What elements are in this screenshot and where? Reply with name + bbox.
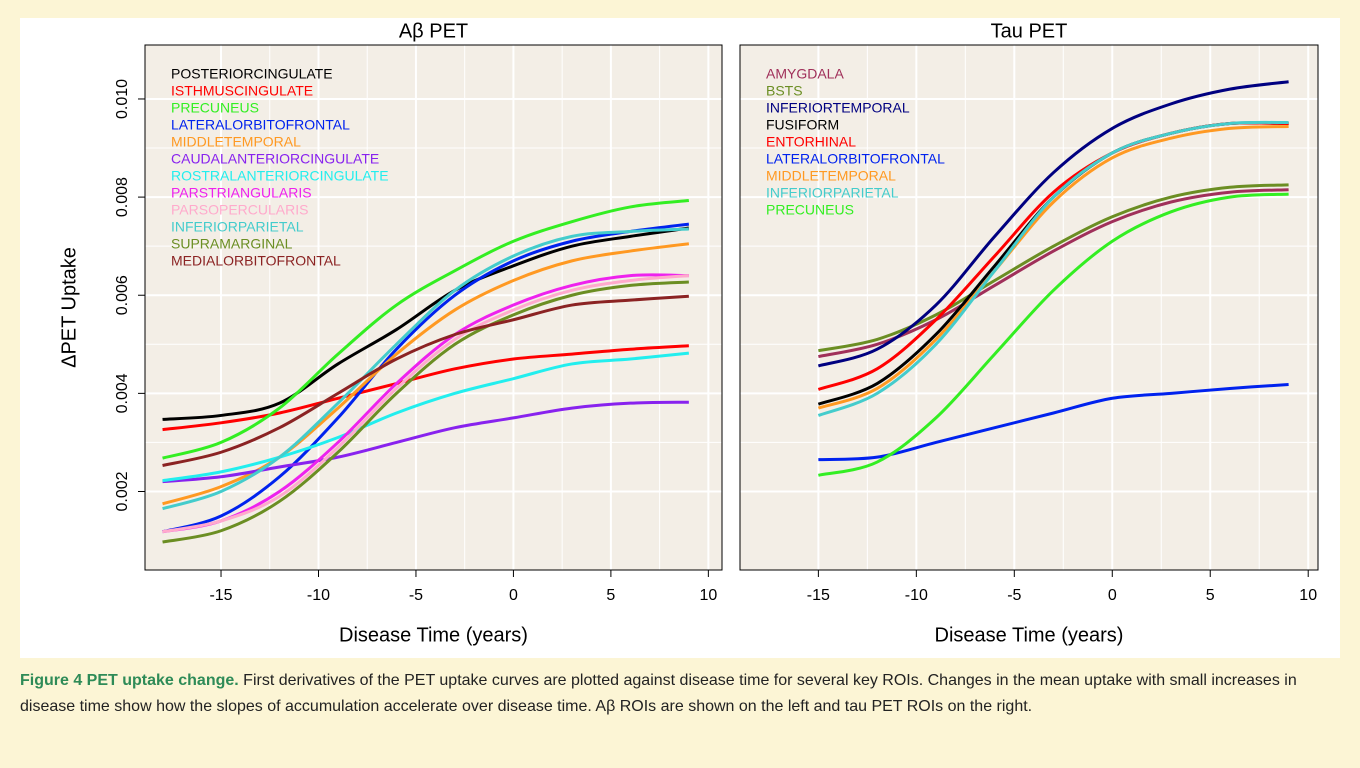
- legend-entry: PRECUNEUS: [766, 202, 854, 218]
- series-line: [162, 400, 689, 484]
- plot-frame: [144, 44, 723, 571]
- legend-entry: LATERALORBITOFRONTAL: [171, 117, 350, 133]
- y-tick-label: 0.010: [114, 79, 131, 119]
- legend-entry: BSTS: [766, 83, 803, 99]
- series-line: [817, 124, 1289, 410]
- legend-entry: PARSTRIANGULARIS: [171, 185, 312, 201]
- series-line: [818, 192, 1289, 477]
- series-line: [162, 351, 690, 483]
- x-tick-label: 10: [1299, 587, 1317, 604]
- caption-label: Figure 4 PET uptake change.: [20, 672, 239, 689]
- legend-entry: SUPRAMARGINAL: [171, 236, 293, 252]
- legend-entry: AMYGDALA: [766, 66, 844, 82]
- legend-entry: ISTHMUSCINGULATE: [171, 83, 313, 99]
- x-axis-label: Disease Time (years): [935, 624, 1124, 646]
- legend-entry: MIDDLETEMPORAL: [766, 168, 896, 184]
- y-tick-label: 0.008: [114, 177, 131, 217]
- series-line: [162, 222, 690, 534]
- series-line: [817, 120, 1289, 417]
- plot-background: [740, 45, 1318, 570]
- series-line: [162, 280, 689, 544]
- series-line: [818, 383, 1289, 462]
- series-line: [818, 183, 1289, 353]
- legend-entry: FUSIFORM: [766, 117, 839, 133]
- y-tick-label: 0.006: [114, 275, 131, 315]
- x-tick-label: -10: [307, 587, 330, 604]
- x-tick-label: -5: [409, 587, 423, 604]
- legend-entry: MIDDLETEMPORAL: [171, 134, 301, 150]
- x-tick-label: 0: [509, 587, 518, 604]
- series-line: [162, 294, 689, 467]
- series-line: [162, 274, 689, 534]
- legend-entry: INFERIORTEMPORAL: [766, 100, 910, 116]
- series-line: [162, 226, 690, 421]
- legend-entry: POSTERIORCINGULATE: [171, 66, 333, 82]
- caption: Figure 4 PET uptake change. First deriva…: [20, 668, 1340, 720]
- y-tick-label: 0.004: [114, 373, 131, 413]
- x-tick-label: 10: [699, 587, 717, 604]
- legend-entry: LATERALORBITOFRONTAL: [766, 151, 945, 167]
- legend-entry: INFERIORPARIETAL: [766, 185, 899, 201]
- chart-title: Aβ PET: [399, 20, 468, 42]
- plot-frame: [739, 44, 1319, 571]
- chart-title: Tau PET: [991, 20, 1068, 42]
- series-line: [162, 227, 689, 511]
- x-tick-label: -15: [209, 587, 232, 604]
- x-tick-label: 5: [1206, 587, 1215, 604]
- series-line: [817, 80, 1289, 368]
- legend-entry: ROSTRALANTERIORCINGULATE: [171, 168, 389, 184]
- series-line: [162, 344, 689, 432]
- legend-entry: ENTORHINAL: [766, 134, 856, 150]
- x-tick-label: -5: [1007, 587, 1021, 604]
- legend-entry: CAUDALANTERIORCINGULATE: [171, 151, 379, 167]
- legend-entry: MEDIALORBITOFRONTAL: [171, 253, 341, 269]
- x-tick-label: -15: [807, 587, 830, 604]
- figure: -15 -10 -5 0 5 10 0.002 0.004 0.006 0.008 0.010 POS…: [20, 18, 1340, 658]
- caption-text: First derivatives of the PET uptake curv…: [20, 672, 1297, 715]
- legend-entry: PRECUNEUS: [171, 100, 259, 116]
- series-line: [162, 273, 689, 534]
- y-tick-label: 0.002: [114, 471, 131, 511]
- legend-entry: PARSOPERCULARIS: [171, 202, 308, 218]
- y-axis-label: ΔPET Uptake: [58, 247, 80, 368]
- x-tick-label: 5: [606, 587, 615, 604]
- x-tick-label: -10: [905, 587, 928, 604]
- x-tick-label: 0: [1108, 587, 1117, 604]
- x-axis-label: Disease Time (years): [339, 624, 528, 646]
- series-line: [162, 199, 690, 460]
- legend-entry: INFERIORPARIETAL: [171, 219, 304, 235]
